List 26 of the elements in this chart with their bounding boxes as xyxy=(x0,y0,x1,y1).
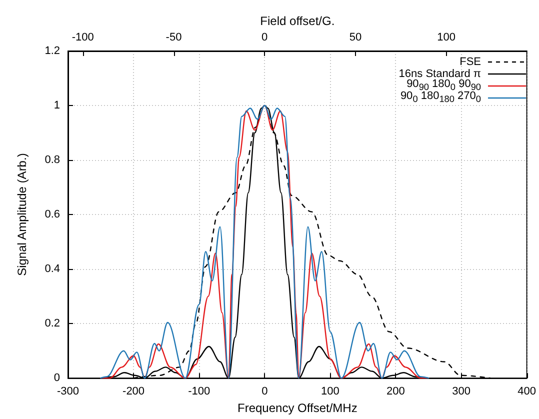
x2-tick-label: 100 xyxy=(437,32,456,44)
x2-tick-label: 50 xyxy=(349,32,362,44)
x2-tick-label: -50 xyxy=(166,32,182,44)
x-tick-label: 200 xyxy=(386,386,405,398)
x2-axis-title: Field offset/G. xyxy=(260,14,335,28)
x-axis-title: Frequency Offset/MHz xyxy=(238,401,358,415)
y-tick-label: 1 xyxy=(54,100,60,112)
y-tick-label: 0.4 xyxy=(44,263,60,276)
y-axis-title: Signal Amplitude (Arb.) xyxy=(15,153,29,276)
y-tick-label: 0 xyxy=(54,372,60,384)
x2-tick-label: 0 xyxy=(262,32,268,44)
y-tick-label: 0.6 xyxy=(44,208,60,221)
y-tick-label: 0.2 xyxy=(44,318,60,330)
x-tick-label: -200 xyxy=(122,386,145,398)
x-tick-label: 0 xyxy=(262,386,268,398)
x-tick-label: 400 xyxy=(518,386,536,398)
y-tick-label: 0.8 xyxy=(44,154,60,166)
legend-label: 16ns Standard π xyxy=(398,68,481,80)
x-tick-label: -100 xyxy=(188,386,210,398)
legend-label: 90$_{0}$ 180$_{180}$ 270$_{0}$ xyxy=(400,90,481,105)
y-tick-label: 1.2 xyxy=(44,45,60,57)
legend-label: FSE xyxy=(460,56,481,68)
x-tick-label: 300 xyxy=(452,386,470,398)
x-tick-label: 100 xyxy=(321,386,340,398)
x-tick-label: -300 xyxy=(56,386,80,398)
x2-tick-label: -100 xyxy=(72,32,94,44)
